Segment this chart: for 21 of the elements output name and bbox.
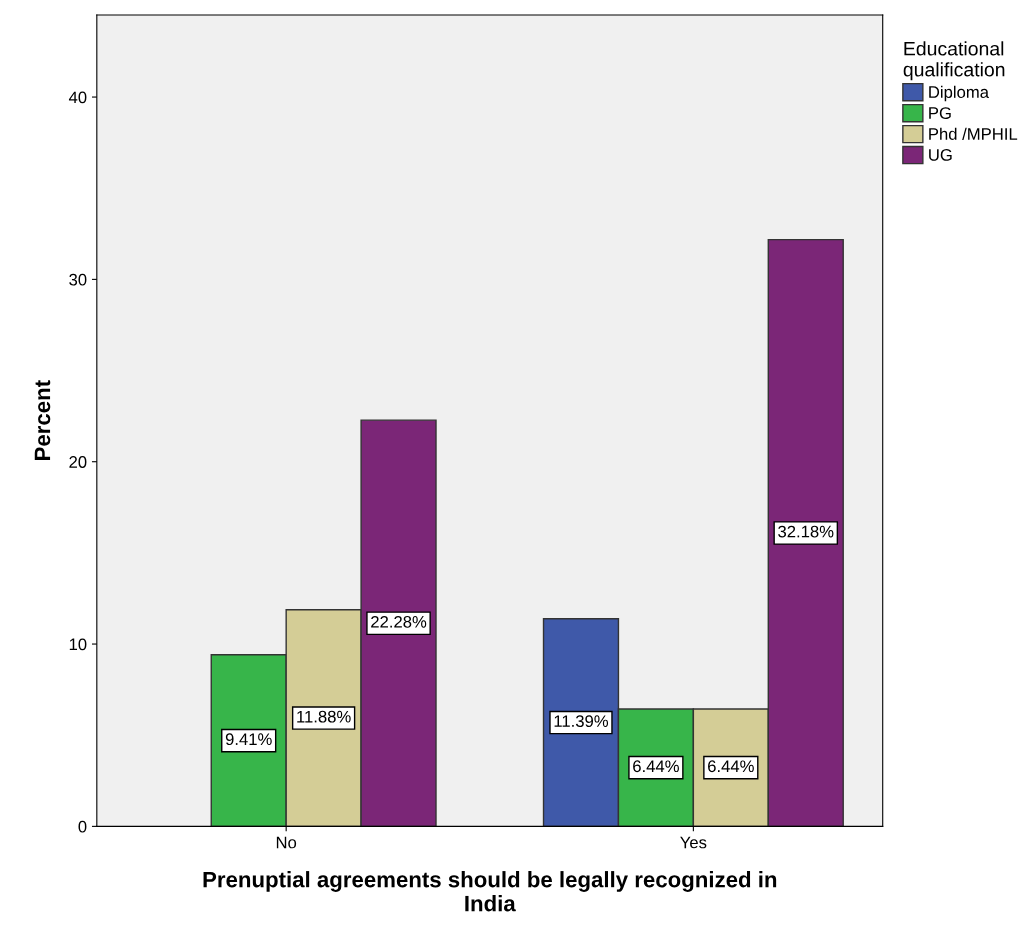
legend-label: UG xyxy=(929,149,952,161)
legend-label: Phd /MPHIL xyxy=(929,127,1018,140)
data-label: 32.18% xyxy=(778,525,834,538)
legend-title: Educational qualification xyxy=(903,41,1005,81)
x-tick-label: Yes xyxy=(680,836,707,849)
x-axis-title: Prenuptial agreements should be legally recognized in India xyxy=(203,871,777,912)
y-tick-label: 30 xyxy=(69,273,87,286)
legend-label: PG xyxy=(929,107,951,119)
legend-label: Diploma xyxy=(929,85,989,102)
data-label: 9.41% xyxy=(225,733,272,746)
y-tick-label: 40 xyxy=(68,91,87,104)
data-label: 6.44% xyxy=(633,760,679,773)
data-label: 11.39% xyxy=(554,715,609,728)
y-axis-title: Percent xyxy=(34,380,51,460)
data-label: 11.88% xyxy=(297,710,351,723)
data-label: 6.44% xyxy=(708,760,754,773)
y-tick-label: 10 xyxy=(69,638,87,651)
data-label: 22.28% xyxy=(371,615,427,628)
x-tick-label: No xyxy=(276,836,297,849)
y-tick-label: 0 xyxy=(78,820,87,833)
y-tick-label: 20 xyxy=(69,456,87,468)
